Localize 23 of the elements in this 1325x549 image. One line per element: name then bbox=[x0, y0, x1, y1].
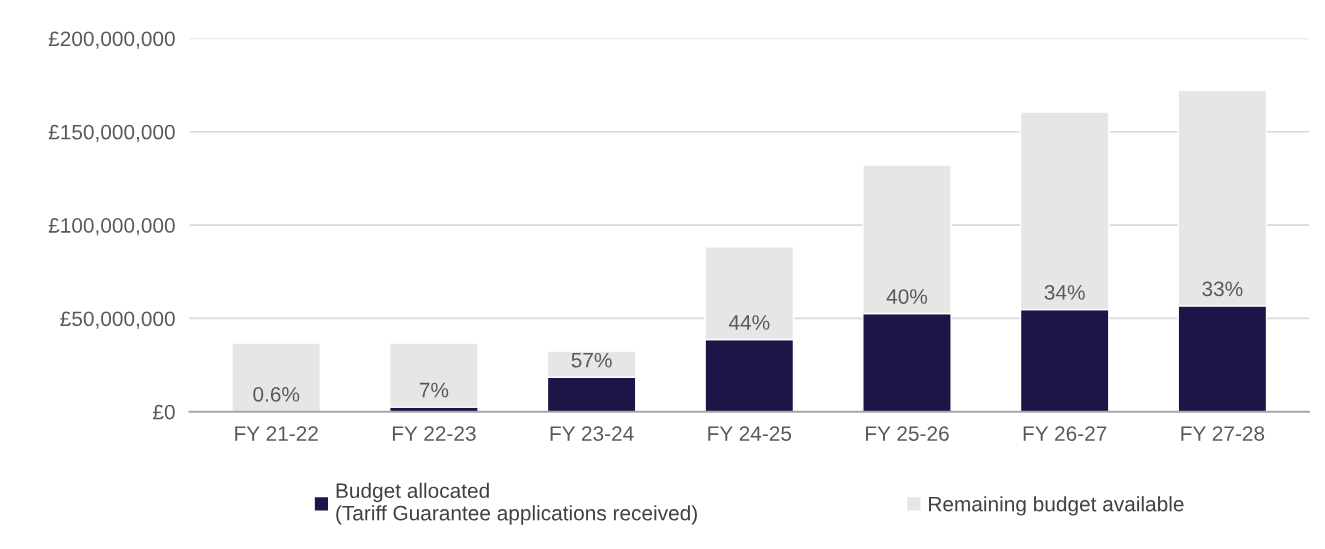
x-tick-label: FY 24-25 bbox=[708, 426, 792, 441]
x-tick-label: FY 23-24 bbox=[550, 426, 634, 441]
x-tick-label: FY 26-27 bbox=[1023, 426, 1107, 441]
x-tick-label: FY 27-28 bbox=[1181, 426, 1265, 441]
annotation: 44% bbox=[728, 315, 770, 330]
x-tick-label: FY 22-23 bbox=[392, 426, 476, 441]
y-tick-label: £50,000,000 bbox=[60, 311, 175, 329]
annotation: 57% bbox=[571, 352, 612, 368]
y-tick-label: £0 bbox=[153, 404, 175, 420]
legend-label: Budget allocated (Tariff Guarantee applications received) bbox=[336, 482, 697, 525]
annotation: 40% bbox=[886, 289, 928, 304]
annotation: 34% bbox=[1044, 285, 1085, 300]
legend-label: Remaining budget available bbox=[929, 496, 1184, 516]
x-tick-label: FY 21-22 bbox=[235, 426, 318, 441]
bar bbox=[231, 342, 322, 412]
annotation: 0.6% bbox=[253, 386, 300, 402]
x-tick-label: FY 25-26 bbox=[866, 426, 949, 441]
y-tick-label: £200,000,000 bbox=[48, 31, 175, 49]
bar bbox=[389, 342, 479, 408]
annotation: 7% bbox=[419, 382, 449, 398]
y-tick-label: £150,000,000 bbox=[48, 124, 175, 142]
y-tick-label: £100,000,000 bbox=[48, 218, 175, 236]
annotation: 33% bbox=[1202, 281, 1243, 297]
